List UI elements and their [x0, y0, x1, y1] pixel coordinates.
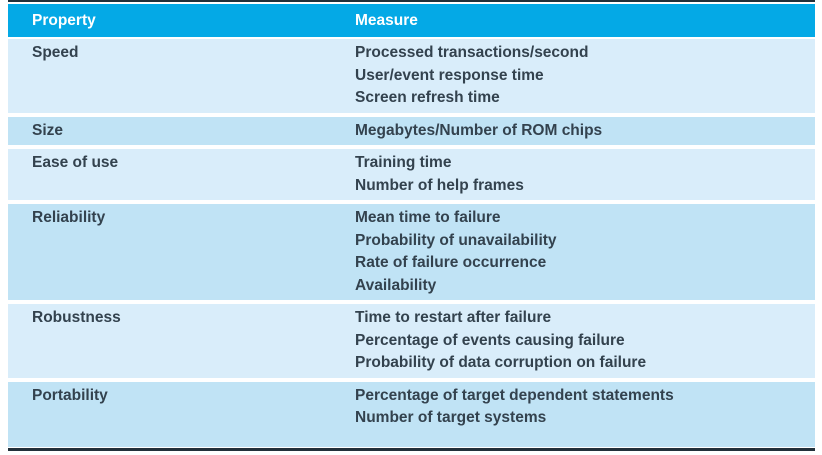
measure-cell: Percentage of target dependent statement…: [355, 385, 815, 430]
table-row: Robustness Time to restart after failure…: [8, 304, 815, 378]
property-cell: Ease of use: [32, 154, 119, 171]
measure-cell: Training time Number of help frames: [355, 152, 815, 197]
measure-line: Probability of unavailability: [355, 231, 557, 249]
property-cell: Robustness: [32, 309, 121, 326]
measure-line: Training time: [355, 154, 452, 171]
table-row: Portability Percentage of target depende…: [8, 381, 815, 447]
top-rule: [8, 0, 815, 2]
property-cell: Portability: [32, 386, 108, 404]
table-row: Speed Processed transactions/second User/…: [8, 39, 815, 113]
measure-cell: Mean time to failure Probability of unava…: [355, 207, 815, 297]
measure-line: Availability: [355, 276, 437, 294]
table-row: Ease of use Training time Number of help …: [8, 149, 815, 200]
measure-line: Number of target systems: [355, 409, 547, 426]
measure-line: Processed transactions/second: [355, 44, 589, 61]
measure-cell: Processed transactions/second User/event …: [355, 42, 815, 110]
bottom-rule: [8, 447, 815, 451]
measure-line: Megabytes/Number of ROM chips: [355, 121, 603, 139]
property-cell: Reliability: [32, 209, 106, 226]
property-cell: Size: [32, 121, 64, 139]
measure-line: Screen refresh time: [355, 89, 500, 106]
measure-line: Percentage of events causing failure: [355, 331, 625, 349]
header-cell-measure: Measure: [355, 11, 418, 29]
metrics-table: Property Measure Speed Processed transac…: [8, 0, 815, 451]
table-row: Reliability Mean time to failure Probabil…: [8, 204, 815, 300]
measure-line: Probability of data corruption on failur…: [355, 354, 647, 371]
measure-line: Percentage of target dependent statement…: [355, 386, 674, 404]
measure-line: Mean time to failure: [355, 209, 501, 226]
measure-line: User/event response time: [355, 66, 544, 84]
table-body: Speed Processed transactions/second User/…: [8, 39, 815, 447]
table-row: Size Megabytes/Number of ROM chips: [8, 116, 815, 145]
property-cell: Speed: [32, 44, 79, 61]
table-header-row: Property Measure: [8, 4, 815, 37]
measure-line: Rate of failure occurrence: [355, 254, 547, 271]
measure-line: Time to restart after failure: [355, 309, 552, 326]
header-cell-property: Property: [32, 11, 96, 29]
measure-cell: Megabytes/Number of ROM chips: [355, 120, 815, 143]
measure-line: Number of help frames: [355, 176, 524, 194]
measure-cell: Time to restart after failure Percentage …: [355, 307, 815, 375]
